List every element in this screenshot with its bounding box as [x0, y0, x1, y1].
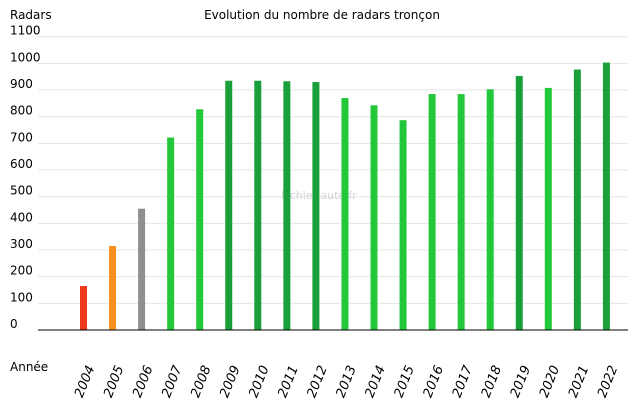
bar-2004	[80, 286, 87, 330]
y-tick-label: 900	[10, 77, 33, 91]
grid-lines	[38, 36, 628, 304]
x-tick-label: 2011	[275, 364, 301, 400]
x-axis-ticks: 2004 2005 2006 2007 2008 2009 2010 2011 2012 2013…	[72, 363, 621, 400]
x-tick-label: 2020	[537, 364, 563, 400]
y-axis-ticks: 0 100 200 300 400 500 600 700 800 900 1000 1100	[10, 24, 41, 331]
x-tick-label: 2021	[566, 364, 592, 400]
x-tick-label: 2007	[159, 363, 186, 400]
x-tick-label: 2005	[101, 364, 127, 400]
x-tick-label: 2006	[130, 364, 156, 400]
y-axis-label: Radars	[10, 8, 52, 22]
x-tick-label: 2010	[246, 364, 272, 400]
x-tick-label: 2016	[421, 364, 447, 400]
bar-2008	[196, 109, 204, 330]
y-tick-label: 500	[10, 184, 33, 198]
bars	[80, 62, 610, 331]
y-tick-label: 1100	[10, 24, 41, 38]
bar-2012	[312, 82, 320, 330]
bar-2018	[486, 89, 494, 331]
y-tick-label: 400	[10, 210, 33, 224]
y-tick-label: 600	[10, 157, 33, 171]
x-tick-label: 2004	[72, 364, 98, 400]
x-tick-label: 2017	[450, 363, 477, 400]
y-tick-label: 0	[10, 317, 18, 331]
bar-2020	[544, 87, 552, 330]
bar-2013	[341, 98, 349, 330]
x-tick-label: 2019	[508, 364, 534, 400]
bar-2011	[283, 81, 291, 330]
bar-2015	[399, 120, 407, 331]
x-tick-label: 2008	[188, 364, 214, 400]
chart-title: Evolution du nombre de radars tronçon	[204, 8, 440, 22]
x-tick-label: 2012	[305, 364, 331, 400]
bar-2010	[254, 80, 262, 330]
x-tick-label: 2022	[595, 364, 621, 400]
x-tick-label: 2015	[392, 364, 418, 400]
x-tick-label: 2009	[217, 364, 243, 400]
y-tick-label: 800	[10, 104, 33, 118]
x-tick-label: 2018	[479, 364, 505, 400]
y-tick-label: 200	[10, 264, 33, 278]
x-tick-label: 2014	[363, 364, 389, 400]
bar-2017	[457, 94, 465, 331]
bar-2009	[225, 80, 233, 330]
x-axis-label: Année	[10, 360, 48, 374]
x-tick-label: 2013	[334, 364, 360, 400]
bar-2019	[515, 75, 523, 330]
bar-2022	[602, 62, 610, 331]
y-tick-label: 700	[10, 130, 33, 144]
bar-2006	[138, 208, 146, 330]
bar-2005	[109, 246, 117, 330]
bar-2014	[370, 105, 378, 331]
bar-2007	[167, 137, 175, 330]
bar-2016	[428, 94, 436, 331]
y-tick-label: 300	[10, 237, 33, 251]
y-tick-label: 100	[10, 290, 33, 304]
bar-2021	[573, 69, 581, 330]
y-tick-label: 1000	[10, 50, 41, 64]
